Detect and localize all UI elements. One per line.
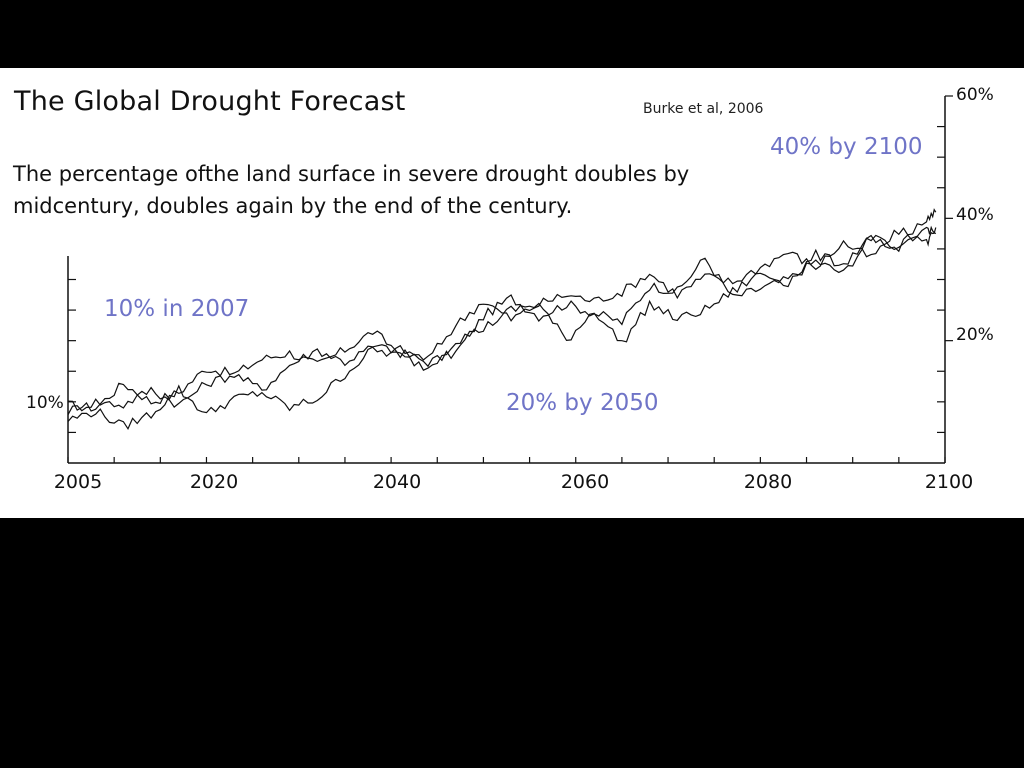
x-tick-label: 2100 [924, 471, 974, 493]
y-tick-label-right: 60% [956, 85, 994, 105]
y-tick-label-right: 40% [956, 205, 994, 225]
x-tick-label: 2080 [743, 471, 793, 493]
series-line-3 [67, 225, 937, 431]
series-line-1 [67, 208, 937, 412]
y-tick-label-right: 20% [956, 325, 994, 345]
chart-series [67, 208, 937, 431]
slide-title: The Global Drought Forecast [14, 86, 406, 117]
x-tick-label: 2020 [189, 471, 239, 493]
x-tick-label: 2060 [560, 471, 610, 493]
x-tick-label: 2040 [372, 471, 422, 493]
annotation-2007: 10% in 2007 [104, 296, 250, 322]
slide-subtitle: The percentage ofthe land surface in sev… [13, 162, 690, 218]
annotation-2100: 40% by 2100 [770, 134, 923, 160]
black-margin [0, 518, 1024, 768]
source-citation: Burke et al, 2006 [643, 101, 764, 117]
slide-panel: The Global Drought Forecast Burke et al,… [0, 68, 1024, 518]
annotation-2050: 20% by 2050 [506, 390, 659, 416]
chart-axes [67, 95, 953, 464]
series-line-2 [67, 227, 937, 415]
drought-chart [67, 95, 953, 464]
x-tick-label: 2005 [53, 471, 103, 493]
y-tick-label-left: 10% [26, 393, 64, 413]
